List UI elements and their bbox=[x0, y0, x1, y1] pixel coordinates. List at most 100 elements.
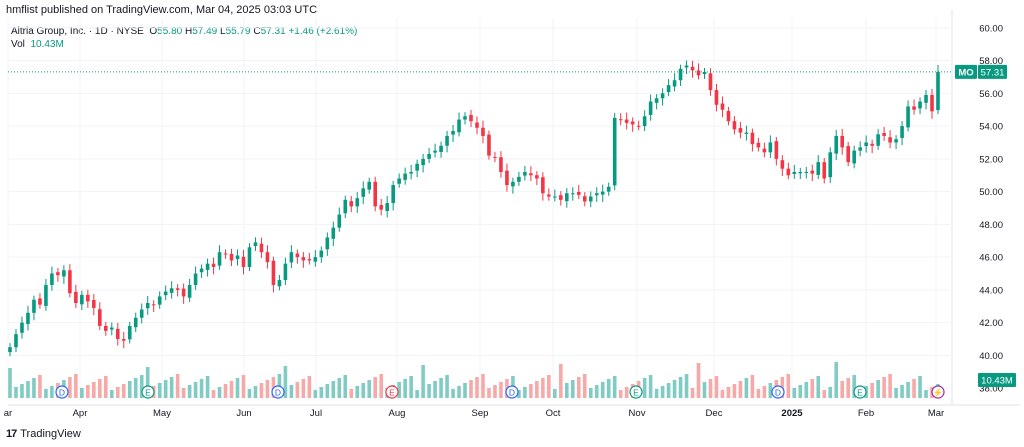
candle-body bbox=[547, 195, 551, 197]
x-tick-label: Jun bbox=[236, 408, 251, 419]
candle-body bbox=[343, 200, 347, 213]
chart-root: hmflist published on TradingView.com, Ma… bbox=[0, 0, 1024, 447]
volume-bar bbox=[870, 383, 874, 398]
candle-body bbox=[397, 179, 401, 184]
candle-body bbox=[793, 172, 797, 174]
event-marker-letter: E bbox=[633, 388, 639, 398]
volume-bar bbox=[302, 379, 306, 398]
volume-bar bbox=[427, 384, 431, 398]
candle-body bbox=[481, 128, 485, 136]
price-tag: 57.31 bbox=[981, 67, 1005, 78]
volume-bar bbox=[236, 378, 240, 398]
volume-bar bbox=[242, 375, 246, 398]
volume-bar bbox=[296, 382, 300, 398]
candle-body bbox=[385, 203, 389, 211]
candle-body bbox=[296, 254, 300, 258]
y-tick-label: 48.00 bbox=[979, 220, 1003, 231]
candle-body bbox=[230, 254, 234, 261]
candle-body bbox=[224, 254, 228, 255]
candle-body bbox=[266, 252, 270, 262]
volume-bar bbox=[882, 377, 886, 398]
volume-bar bbox=[787, 374, 791, 398]
candle-body bbox=[655, 98, 659, 103]
volume-bar bbox=[128, 381, 132, 398]
candle-body bbox=[361, 188, 365, 197]
volume-bar bbox=[20, 384, 24, 398]
candle-body bbox=[308, 259, 312, 260]
volume-bar bbox=[912, 379, 916, 398]
candle-body bbox=[625, 120, 629, 123]
volume-bar bbox=[44, 389, 48, 398]
volume-bar bbox=[38, 375, 42, 398]
volume-bar bbox=[379, 374, 383, 398]
candle-body bbox=[697, 70, 701, 75]
candle-body bbox=[451, 131, 455, 135]
candle-body bbox=[667, 85, 671, 92]
volume-bar bbox=[876, 380, 880, 398]
volume-bar bbox=[32, 378, 36, 398]
volume-bar bbox=[595, 385, 599, 398]
x-tick-label: Apr bbox=[73, 408, 88, 419]
candle-body bbox=[900, 126, 904, 138]
volume-bar bbox=[68, 377, 72, 398]
volume-bar bbox=[799, 385, 803, 398]
volume-bar bbox=[906, 382, 910, 398]
candle-body bbox=[709, 73, 713, 90]
volume-bar bbox=[463, 383, 467, 398]
volume-bar bbox=[601, 382, 605, 398]
price-chart[interactable]: 60.0058.0056.0054.0052.0050.0048.0046.00… bbox=[0, 0, 1024, 447]
candle-body bbox=[128, 326, 132, 339]
volume-bar bbox=[888, 374, 892, 398]
volume-bar bbox=[355, 386, 359, 398]
candle-body bbox=[499, 157, 503, 172]
volume-bar bbox=[793, 388, 797, 398]
candle-body bbox=[80, 295, 84, 305]
volume-bar bbox=[260, 383, 264, 398]
candle-body bbox=[864, 142, 868, 146]
event-marker: E bbox=[142, 386, 154, 398]
candle-body bbox=[272, 261, 276, 285]
volume-bar bbox=[709, 379, 713, 398]
volume-bar bbox=[571, 380, 575, 398]
tradingview-brand[interactable]: 17 TradingView bbox=[6, 428, 81, 440]
candle-body bbox=[206, 264, 210, 270]
candle-body bbox=[254, 242, 258, 246]
x-tick-label: Aug bbox=[389, 408, 406, 419]
candle-body bbox=[194, 274, 198, 285]
event-marker: D bbox=[506, 386, 518, 398]
candle-body bbox=[475, 123, 479, 128]
candle-body bbox=[541, 177, 545, 193]
y-tick-label: 40.00 bbox=[979, 351, 1003, 362]
volume-bar bbox=[200, 379, 204, 398]
volume-bar bbox=[80, 388, 84, 398]
volume-bar bbox=[828, 387, 832, 398]
x-tick-label: 2025 bbox=[781, 408, 803, 419]
volume-bar bbox=[523, 387, 527, 398]
y-tick-label: 42.00 bbox=[979, 318, 1003, 329]
volume-bar bbox=[547, 375, 551, 398]
event-marker-letter: D bbox=[775, 388, 781, 398]
candle-body bbox=[164, 292, 168, 296]
candle-body bbox=[643, 116, 647, 126]
candle-body bbox=[505, 171, 509, 185]
volume-bar bbox=[703, 382, 707, 398]
volume-bar bbox=[661, 386, 665, 398]
candle-body bbox=[822, 162, 826, 178]
volume-bar bbox=[894, 388, 898, 398]
x-tick-label: Mar bbox=[928, 408, 944, 419]
volume-bar bbox=[224, 384, 228, 398]
volume-bar bbox=[188, 385, 192, 398]
volume-bar bbox=[846, 378, 850, 398]
volume-bar bbox=[697, 363, 701, 398]
candle-body bbox=[799, 172, 803, 173]
candle-body bbox=[745, 133, 749, 134]
candle-body bbox=[463, 116, 467, 119]
volume-bar bbox=[469, 380, 473, 398]
candle-body bbox=[415, 164, 419, 171]
volume-bar bbox=[182, 388, 186, 398]
volume-bar bbox=[924, 390, 928, 398]
candle-body bbox=[433, 151, 437, 153]
volume-bar bbox=[349, 389, 353, 398]
candle-body bbox=[326, 237, 330, 249]
candle-body bbox=[715, 90, 719, 105]
